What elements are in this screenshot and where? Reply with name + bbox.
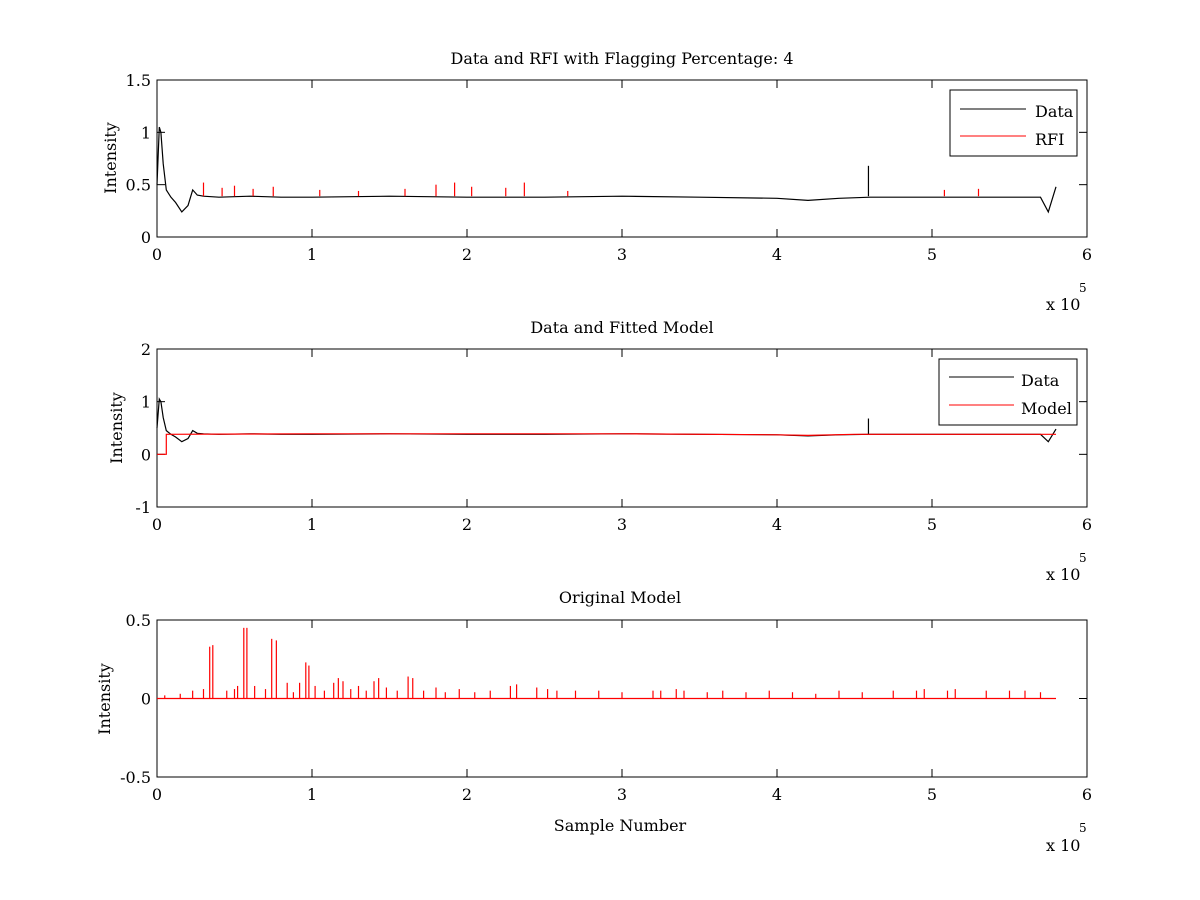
series-line-data [156, 126, 1057, 214]
legend: Data RFI [949, 89, 1078, 157]
x-scale-exponent: 5 [1079, 281, 1087, 295]
legend-label-model: Model [1021, 399, 1072, 418]
legend-label-data: Data [1035, 102, 1074, 121]
y-tick-label: 1.5 [126, 71, 151, 90]
y-tick-label: 0.5 [126, 611, 151, 630]
legend-label-data: Data [1021, 371, 1060, 390]
x-scale-label: x 10 [1046, 836, 1080, 855]
x-tick-label: 2 [462, 245, 472, 264]
y-tick-label: 1 [141, 393, 151, 412]
x-tick-label: 6 [1082, 785, 1092, 804]
chart-title: Data and RFI with Flagging Percentage: 4 [450, 49, 793, 68]
x-tick-label: 1 [307, 245, 317, 264]
x-tick-label: 5 [927, 245, 937, 264]
x-tick-label: 1 [307, 785, 317, 804]
x-tick-label: 0 [152, 515, 162, 534]
panel-original-model: Original Model Intensity Sample Number 0… [95, 588, 1092, 855]
y-tick-label: -1 [135, 498, 151, 517]
y-tick-label: 2 [141, 340, 151, 359]
chart-title: Data and Fitted Model [530, 318, 713, 337]
legend-label-rfi: RFI [1035, 130, 1064, 149]
panel-data-rfi: Data and RFI with Flagging Percentage: 4… [101, 49, 1092, 314]
x-scale-exponent: 5 [1079, 551, 1087, 565]
series-line-model [157, 433, 1056, 455]
legend: Data Model [938, 358, 1078, 426]
legend-box [938, 358, 1078, 426]
x-scale-exponent: 5 [1079, 821, 1087, 835]
panel-data-model: Data and Fitted Model Intensity 0 1 2 3 4 5 6 -… [107, 318, 1092, 584]
x-tick-label: 4 [772, 515, 782, 534]
y-axis-label: Intensity [107, 392, 126, 464]
x-axis-label: Sample Number [554, 816, 687, 835]
x-tick-label: 3 [617, 515, 627, 534]
x-tick-label: 6 [1082, 515, 1092, 534]
x-tick-label: 4 [772, 785, 782, 804]
y-tick-label: 0.5 [126, 176, 151, 195]
x-tick-label: 0 [152, 245, 162, 264]
x-scale-label: x 10 [1046, 295, 1080, 314]
x-tick-label: 3 [617, 785, 627, 804]
x-tick-label: 4 [772, 245, 782, 264]
x-scale-label: x 10 [1046, 565, 1080, 584]
axes-frame [156, 79, 1088, 238]
chart-title: Original Model [559, 588, 681, 607]
x-tick-label: 3 [617, 245, 627, 264]
y-tick-label: 1 [141, 123, 151, 142]
axes-frame [156, 348, 1088, 508]
y-tick-label: -0.5 [120, 768, 151, 787]
legend-box [949, 89, 1078, 157]
y-axis-label: Intensity [95, 663, 114, 735]
x-tick-label: 5 [927, 785, 937, 804]
y-tick-label: 0 [141, 445, 151, 464]
y-axis-label: Intensity [101, 122, 120, 194]
x-tick-label: 5 [927, 515, 937, 534]
x-tick-label: 1 [307, 515, 317, 534]
y-tick-label: 0 [141, 228, 151, 247]
x-tick-label: 2 [462, 515, 472, 534]
x-tick-label: 0 [152, 785, 162, 804]
x-tick-label: 6 [1082, 245, 1092, 264]
x-tick-label: 2 [462, 785, 472, 804]
y-tick-label: 0 [141, 690, 151, 709]
